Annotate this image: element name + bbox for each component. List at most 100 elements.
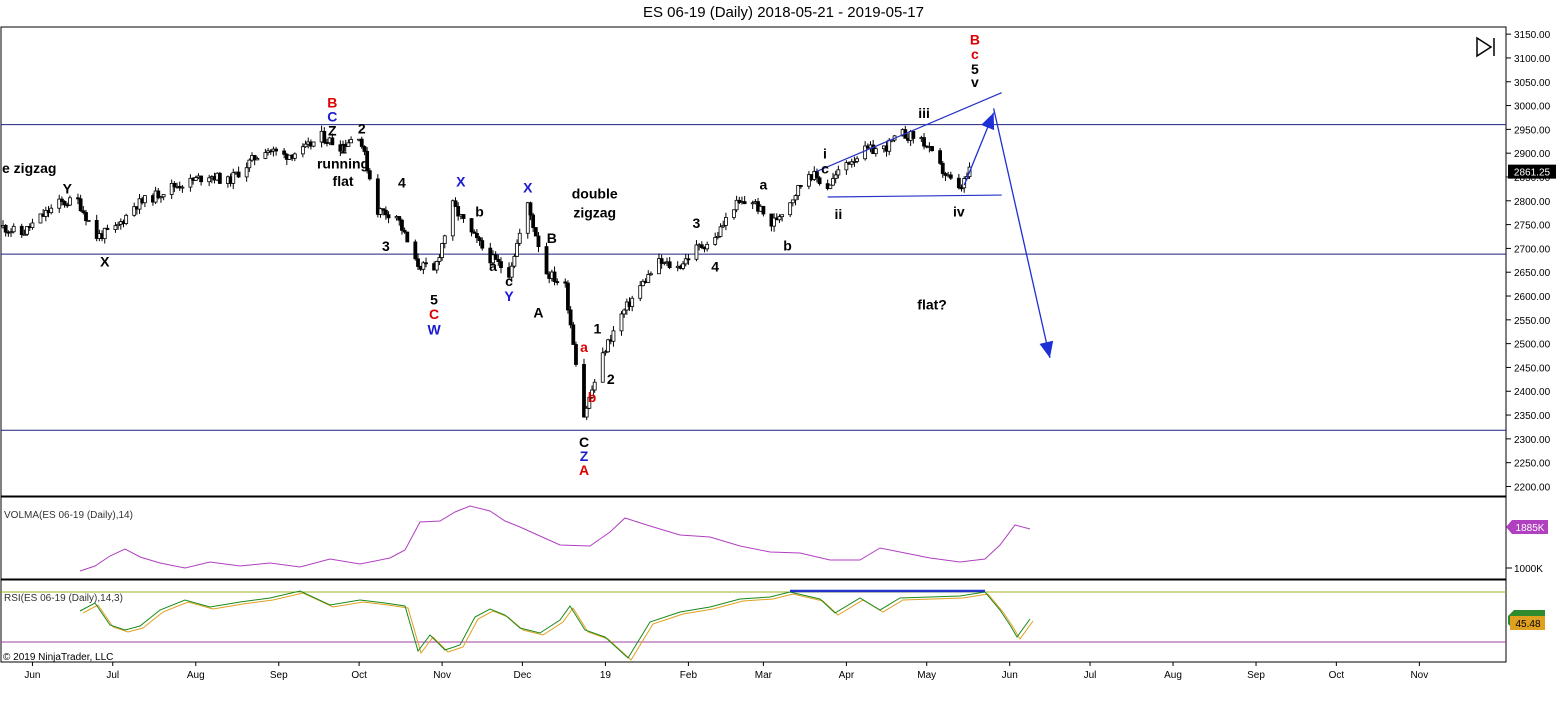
- wave-label: Z: [328, 122, 337, 138]
- candle-body: [378, 208, 383, 215]
- volma-label: VOLMA(ES 06-19 (Daily),14): [4, 510, 133, 521]
- time-axis: Jun Jul Aug Sep Oct Nov Dec 19 Feb Mar Apr May Jun Ju…: [24, 662, 1428, 681]
- candle-body: [683, 258, 688, 265]
- candle-body: [475, 232, 479, 239]
- candle-body: [667, 261, 672, 268]
- svg-text:1885K: 1885K: [1516, 523, 1545, 534]
- price-tick-label: 3150.00: [1514, 30, 1551, 41]
- candle-body: [938, 150, 942, 164]
- candle-body: [948, 174, 953, 179]
- candle-body: [405, 231, 410, 243]
- candle-body: [956, 177, 961, 189]
- candle-body: [346, 142, 351, 147]
- wave-label: c: [821, 160, 829, 176]
- trend-line: [827, 194, 1002, 198]
- candle-body: [844, 162, 849, 171]
- candle-body: [619, 313, 624, 332]
- candle-body: [780, 214, 785, 218]
- candle-body: [180, 186, 185, 189]
- wave-label: 1: [339, 140, 347, 156]
- candle-body: [421, 262, 426, 270]
- candle-body: [81, 210, 86, 213]
- price-tick-label: 2300.00: [1514, 435, 1551, 446]
- candle-body: [292, 153, 297, 159]
- price-panel[interactable]: [0, 26, 1507, 497]
- time-tick-label: Jul: [106, 670, 119, 681]
- candle-body: [113, 225, 118, 230]
- price-tick-label: 2550.00: [1514, 316, 1551, 327]
- candle-body: [188, 177, 193, 188]
- wave-label: Z: [580, 448, 589, 464]
- candle-body: [400, 219, 404, 231]
- candle-body: [161, 194, 166, 198]
- candle-body: [169, 183, 174, 195]
- candle-body: [930, 146, 934, 152]
- time-tick-label: 19: [600, 670, 612, 681]
- candle-body: [855, 158, 859, 162]
- candle-body: [143, 195, 147, 204]
- candle-body: [611, 330, 616, 342]
- price-tick-label: 2700.00: [1514, 244, 1551, 255]
- candle-body: [38, 213, 43, 224]
- time-tick-label: Jun: [24, 670, 40, 681]
- candle-body: [790, 199, 795, 204]
- candle-body: [742, 201, 747, 204]
- candle-body: [480, 240, 485, 249]
- skip-forward-icon[interactable]: [1476, 36, 1495, 58]
- wave-label: b: [588, 389, 597, 405]
- time-tick-label: Oct: [351, 670, 367, 681]
- candle-body: [282, 150, 287, 155]
- candle-body: [603, 351, 608, 354]
- wave-label: 4: [711, 258, 719, 274]
- candlestick-series: [1, 125, 972, 421]
- candle-body: [413, 241, 418, 260]
- candle-body: [590, 389, 594, 398]
- wave-label: A: [533, 305, 543, 321]
- candle-body: [78, 198, 83, 212]
- candle-body: [831, 178, 835, 186]
- candle-body: [622, 309, 627, 315]
- candle-body: [383, 209, 388, 216]
- candle-body: [137, 198, 142, 210]
- candle-body: [11, 225, 16, 233]
- wave-label: running: [317, 156, 369, 172]
- candle-body: [852, 161, 857, 163]
- candle-body: [84, 212, 88, 222]
- candle-body: [102, 227, 107, 240]
- wave-label: flat: [333, 173, 354, 189]
- candle-body: [713, 237, 718, 245]
- wave-label: i: [823, 146, 827, 162]
- candle-body: [252, 155, 257, 161]
- volma-panel[interactable]: [0, 496, 1507, 580]
- candle-body: [19, 225, 24, 236]
- wave-label: B: [547, 230, 557, 246]
- candle-body: [699, 244, 704, 248]
- time-tick-label: Aug: [1164, 670, 1182, 681]
- candle-body: [641, 280, 645, 287]
- price-tick-label: 2400.00: [1514, 387, 1551, 398]
- rsi-badge: 45.48: [1508, 610, 1545, 630]
- svg-text:2861.25: 2861.25: [1514, 168, 1551, 179]
- candle-body: [649, 273, 653, 276]
- candle-body: [472, 231, 477, 234]
- candle-body: [193, 177, 198, 181]
- wave-label: ii: [834, 206, 842, 222]
- candle-body: [922, 137, 926, 147]
- candle-body: [362, 146, 367, 152]
- candle-body: [555, 281, 560, 284]
- candle-body: [817, 177, 822, 185]
- time-tick-label: Mar: [755, 670, 773, 681]
- candle-body: [247, 159, 252, 169]
- price-tick-label: 3100.00: [1514, 54, 1551, 65]
- candle-body: [49, 207, 54, 214]
- candle-body: [367, 170, 372, 180]
- candle-body: [863, 145, 868, 160]
- candle-body: [274, 148, 278, 152]
- rsi-label: RSI(ES 06-19 (Daily),14,3): [4, 593, 123, 604]
- volma-line: [79, 505, 1031, 572]
- wave-label: iv: [953, 203, 965, 219]
- copyright-text: © 2019 NinjaTrader, LLC: [3, 652, 113, 663]
- wave-label: 5: [971, 61, 979, 77]
